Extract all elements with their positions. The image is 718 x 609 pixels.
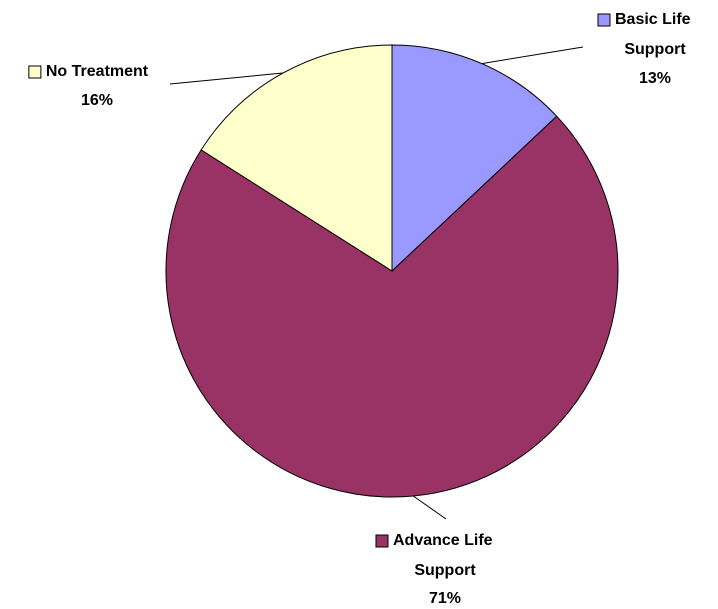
legend-key — [597, 13, 611, 27]
slice-percent: 16% — [81, 92, 113, 109]
slice-percent: 13% — [639, 70, 671, 87]
leader-line — [481, 46, 584, 65]
leader-line — [412, 495, 447, 520]
pie-slice — [165, 115, 619, 498]
leader-line — [169, 72, 284, 85]
pie-slice — [391, 44, 558, 273]
slice-label: Basic Life Support — [615, 11, 695, 58]
pie-slice — [200, 44, 393, 272]
legend-key — [375, 534, 389, 548]
slice-label: No Treatment — [46, 63, 149, 80]
slice-percent: 71% — [429, 590, 461, 607]
legend-key — [28, 65, 42, 79]
slice-label: Advance Life Support — [393, 532, 497, 579]
